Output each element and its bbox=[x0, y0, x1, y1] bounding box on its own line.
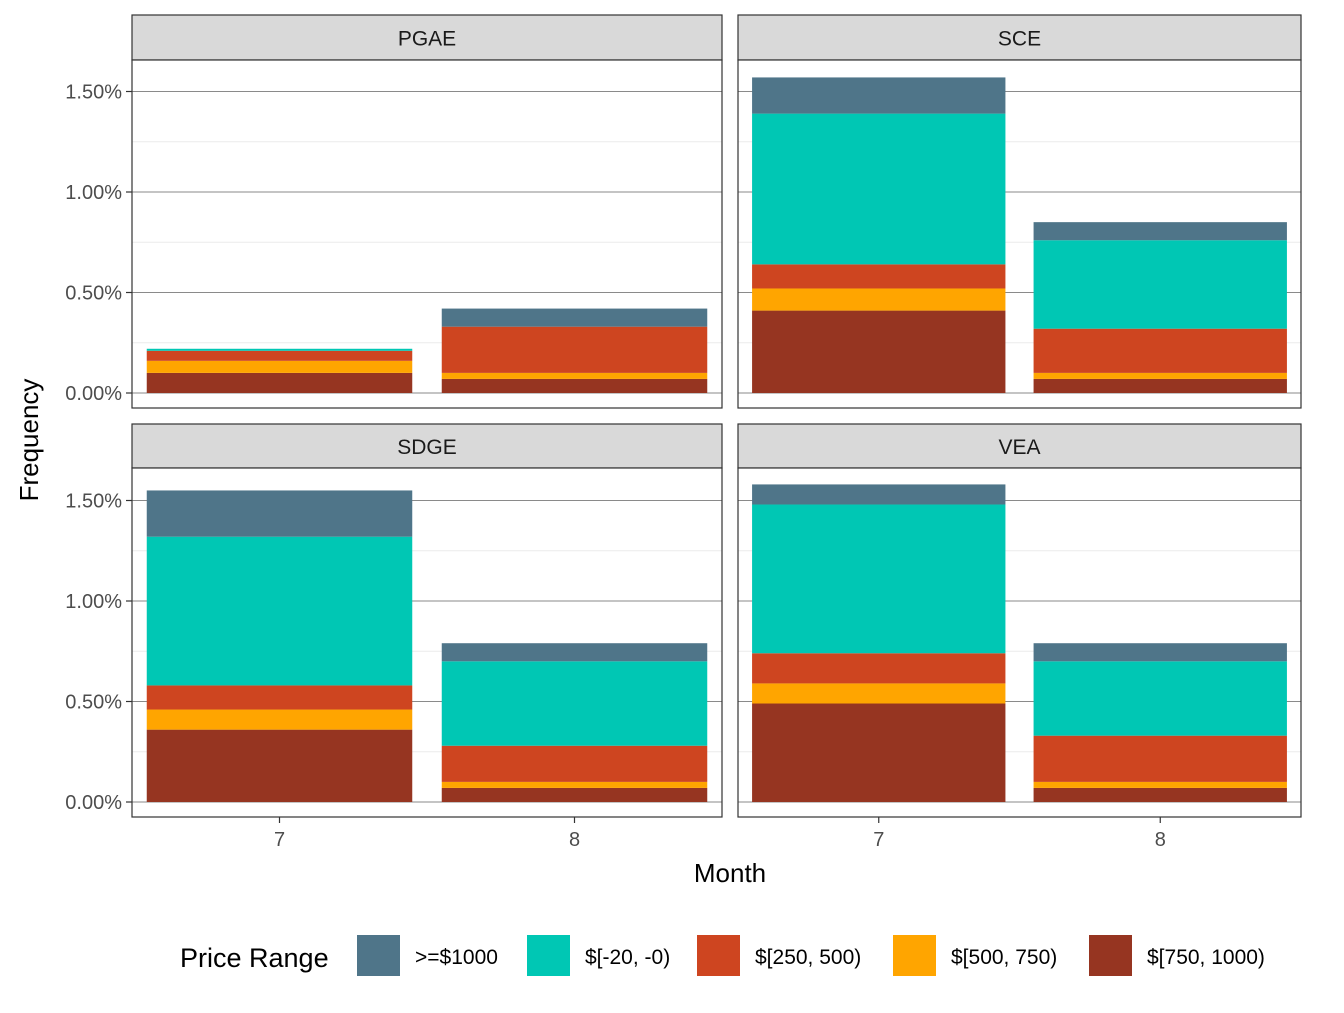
y-tick-label: 1.50% bbox=[65, 491, 122, 513]
facet-strip-label: SDGE bbox=[397, 436, 457, 459]
bar-segment-pgae-8-500-750 bbox=[441, 372, 708, 379]
bar-segment-pgae-8-1000 bbox=[441, 308, 708, 327]
panel-border bbox=[131, 467, 723, 818]
bar-segment-sce-7-250-500 bbox=[752, 264, 1006, 289]
legend: Price Range >=$1000 $[-20, -0) $[250, 500)… bbox=[180, 935, 1265, 976]
bar-segment-pgae-7-750-1000 bbox=[146, 372, 413, 393]
bar-segment-vea-8-750-1000 bbox=[1033, 787, 1287, 802]
bar-segment-sce-8-750-1000 bbox=[1033, 378, 1287, 393]
y-axis-title: Frequency bbox=[14, 379, 44, 502]
facet-pgae: PGAE bbox=[131, 14, 723, 409]
facet-strip bbox=[737, 423, 1302, 469]
legend-key-500-750 bbox=[893, 935, 936, 976]
facet-strip bbox=[737, 14, 1302, 61]
bar-segment-sce-7-500-750 bbox=[752, 288, 1006, 311]
bar-segment-sce-8-250-500 bbox=[1033, 328, 1287, 373]
bar-segment-sdge-7-750-1000 bbox=[146, 729, 413, 802]
bar-segment-sce-8-1000 bbox=[1033, 222, 1287, 241]
facet-strip bbox=[131, 423, 723, 469]
panel-border bbox=[737, 59, 1302, 409]
y-tick-label: 0.00% bbox=[65, 383, 122, 405]
x-tick-label: 8 bbox=[1155, 829, 1166, 851]
bar-segment-vea-7-20-0 bbox=[752, 504, 1006, 654]
x-tick-label: 7 bbox=[873, 829, 884, 851]
bar-segment-vea-7-1000 bbox=[752, 484, 1006, 505]
bar-segment-sdge-7-20-0 bbox=[146, 536, 413, 686]
bar-segment-sdge-8-20-0 bbox=[441, 661, 708, 746]
facet-strip bbox=[131, 14, 723, 61]
y-tick-label: 1.50% bbox=[65, 82, 122, 104]
bar-segment-sce-8-500-750 bbox=[1033, 372, 1287, 379]
x-axis-title: Month bbox=[694, 858, 766, 888]
bar-segment-pgae-8-250-500 bbox=[441, 326, 708, 373]
panel-border bbox=[131, 59, 723, 409]
facet-strip-label: SCE bbox=[998, 28, 1041, 51]
bar-segment-sdge-7-1000 bbox=[146, 490, 413, 537]
panel-border bbox=[737, 467, 1302, 818]
bar-segment-pgae-7-500-750 bbox=[146, 360, 413, 373]
facet-sdge: SDGE bbox=[131, 423, 723, 818]
bar-segment-vea-7-500-750 bbox=[752, 683, 1006, 704]
y-axes: 0.00% 0.50% 1.00% 1.50% 0.00% 0.50% 1.00% 1.50% bbox=[65, 82, 132, 814]
bar-segment-vea-8-250-500 bbox=[1033, 735, 1287, 782]
x-tick-label: 8 bbox=[569, 829, 580, 851]
bar-segment-vea-7-250-500 bbox=[752, 653, 1006, 684]
legend-key-750-1000 bbox=[1089, 935, 1132, 976]
bar-segment-sdge-8-1000 bbox=[441, 643, 708, 662]
legend-label: $[-20, -0) bbox=[585, 946, 670, 969]
legend-label: $[250, 500) bbox=[755, 946, 861, 969]
x-tick-label: 7 bbox=[274, 829, 285, 851]
bar-segment-pgae-7-250-500 bbox=[146, 350, 413, 361]
bar-segment-vea-8-20-0 bbox=[1033, 661, 1287, 736]
legend-label: $[750, 1000) bbox=[1147, 946, 1265, 969]
bar-segment-sce-7-1000 bbox=[752, 77, 1006, 114]
legend-key-1000 bbox=[357, 935, 400, 976]
bar-segment-sce-7-750-1000 bbox=[752, 310, 1006, 393]
bar-segment-sce-8-20-0 bbox=[1033, 240, 1287, 329]
facet-vea: VEA bbox=[737, 423, 1302, 818]
y-tick-label: 0.00% bbox=[65, 792, 122, 814]
y-tick-label: 0.50% bbox=[65, 283, 122, 305]
bar-segment-sdge-8-250-500 bbox=[441, 745, 708, 782]
bar-segment-vea-7-750-1000 bbox=[752, 703, 1006, 802]
legend-key-250-500 bbox=[697, 935, 740, 976]
legend-key-20-0 bbox=[527, 935, 570, 976]
bar-segment-pgae-7-20-0 bbox=[146, 348, 413, 351]
bar-segment-sdge-7-500-750 bbox=[146, 709, 413, 730]
bar-segment-vea-8-500-750 bbox=[1033, 781, 1287, 788]
y-tick-label: 0.50% bbox=[65, 692, 122, 714]
facet-sce: SCE bbox=[737, 14, 1302, 409]
legend-label: >=$1000 bbox=[415, 946, 498, 969]
bar-segment-vea-8-1000 bbox=[1033, 643, 1287, 662]
bar-segment-sce-7-20-0 bbox=[752, 113, 1006, 265]
bar-segment-sdge-7-250-500 bbox=[146, 685, 413, 710]
bar-segment-sdge-8-500-750 bbox=[441, 781, 708, 788]
bar-segment-pgae-8-750-1000 bbox=[441, 378, 708, 393]
legend-title: Price Range bbox=[180, 943, 329, 973]
y-tick-label: 1.00% bbox=[65, 182, 122, 204]
facet-panels: PGAE SCE SDGE VEA bbox=[131, 14, 1302, 818]
facet-strip-label: PGAE bbox=[398, 28, 456, 51]
x-axes: 7 8 7 8 bbox=[274, 817, 1166, 851]
bar-segment-sdge-8-750-1000 bbox=[441, 787, 708, 802]
y-tick-label: 1.00% bbox=[65, 591, 122, 613]
facet-strip-label: VEA bbox=[998, 436, 1040, 459]
legend-label: $[500, 750) bbox=[951, 946, 1057, 969]
